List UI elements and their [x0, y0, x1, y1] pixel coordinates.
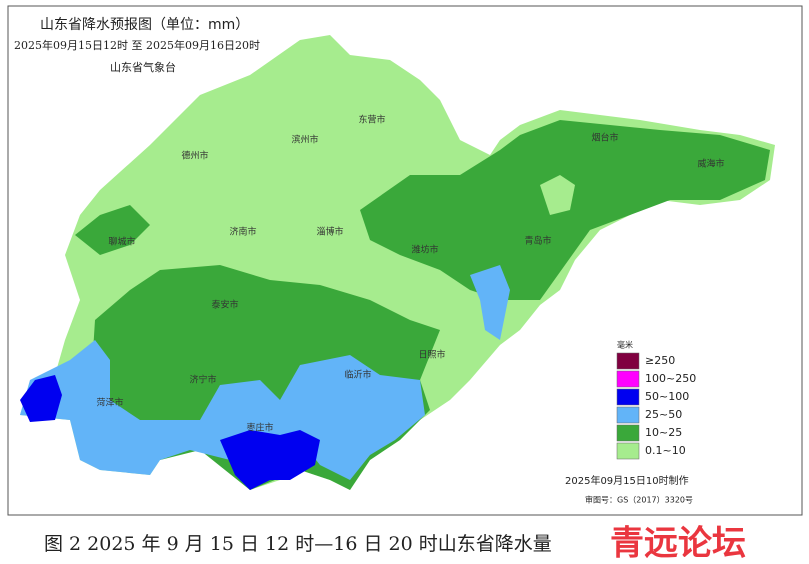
area-green-west: [75, 205, 150, 255]
legend-label: 50~100: [645, 390, 689, 403]
legend-swatch: [616, 442, 640, 460]
watermark: 青远论坛: [610, 524, 746, 564]
legend-label: 10~25: [645, 426, 682, 439]
city-label: 菏泽市: [96, 397, 123, 409]
city-label: 东营市: [358, 114, 385, 126]
area-blue-south: [220, 430, 320, 490]
city-label: 济南市: [229, 226, 256, 238]
city-label: 临沂市: [344, 369, 371, 381]
city-label: 枣庄市: [246, 422, 273, 434]
city-labels: 德州市 滨州市 东营市 烟台市 威海市 聊城市 济南市 淄博市 潍坊市 青岛市 …: [96, 114, 724, 434]
legend-swatch: [616, 352, 640, 370]
city-label: 青岛市: [524, 235, 551, 247]
area-light-blue: [20, 340, 425, 480]
precip-areas: [20, 35, 775, 490]
city-label: 泰安市: [211, 299, 238, 311]
city-label: 德州市: [181, 150, 208, 162]
city-label: 烟台市: [591, 132, 618, 144]
approval-number: 审图号：GS（2017）3320号: [585, 495, 693, 505]
legend-swatch: [616, 406, 640, 424]
area-blue-sw: [20, 375, 62, 422]
city-label: 威海市: [697, 158, 724, 170]
legend: ≥250 100~250 50~100 25~50 10~25 0.1~10: [616, 352, 696, 460]
caption: 图 2 2025 年 9 月 15 日 12 时—16 日 20 时山东省降水量: [44, 533, 552, 555]
area-light-blue-east: [470, 265, 510, 340]
legend-swatch: [616, 370, 640, 388]
legend-swatch: [616, 424, 640, 442]
city-label: 淄博市: [316, 226, 343, 238]
legend-swatch: [616, 388, 640, 406]
city-label: 日照市: [418, 349, 445, 361]
map-period: 2025年09月15日12时 至 2025年09月16日20时: [14, 38, 260, 52]
city-label: 滨州市: [291, 134, 318, 146]
legend-unit: 毫米: [617, 340, 633, 350]
city-label: 潍坊市: [411, 244, 438, 256]
area-light-inner: [540, 175, 575, 215]
map-issuer: 山东省气象台: [110, 60, 176, 74]
legend-label: 0.1~10: [645, 444, 686, 457]
legend-label: ≥250: [645, 354, 675, 367]
legend-label: 25~50: [645, 408, 682, 421]
city-label: 济宁市: [189, 374, 216, 386]
city-label: 聊城市: [108, 236, 135, 248]
legend-label: 100~250: [645, 372, 696, 385]
map-title: 山东省降水预报图（单位：mm）: [40, 17, 249, 33]
made-time: 2025年09月15日10时制作: [565, 474, 689, 487]
